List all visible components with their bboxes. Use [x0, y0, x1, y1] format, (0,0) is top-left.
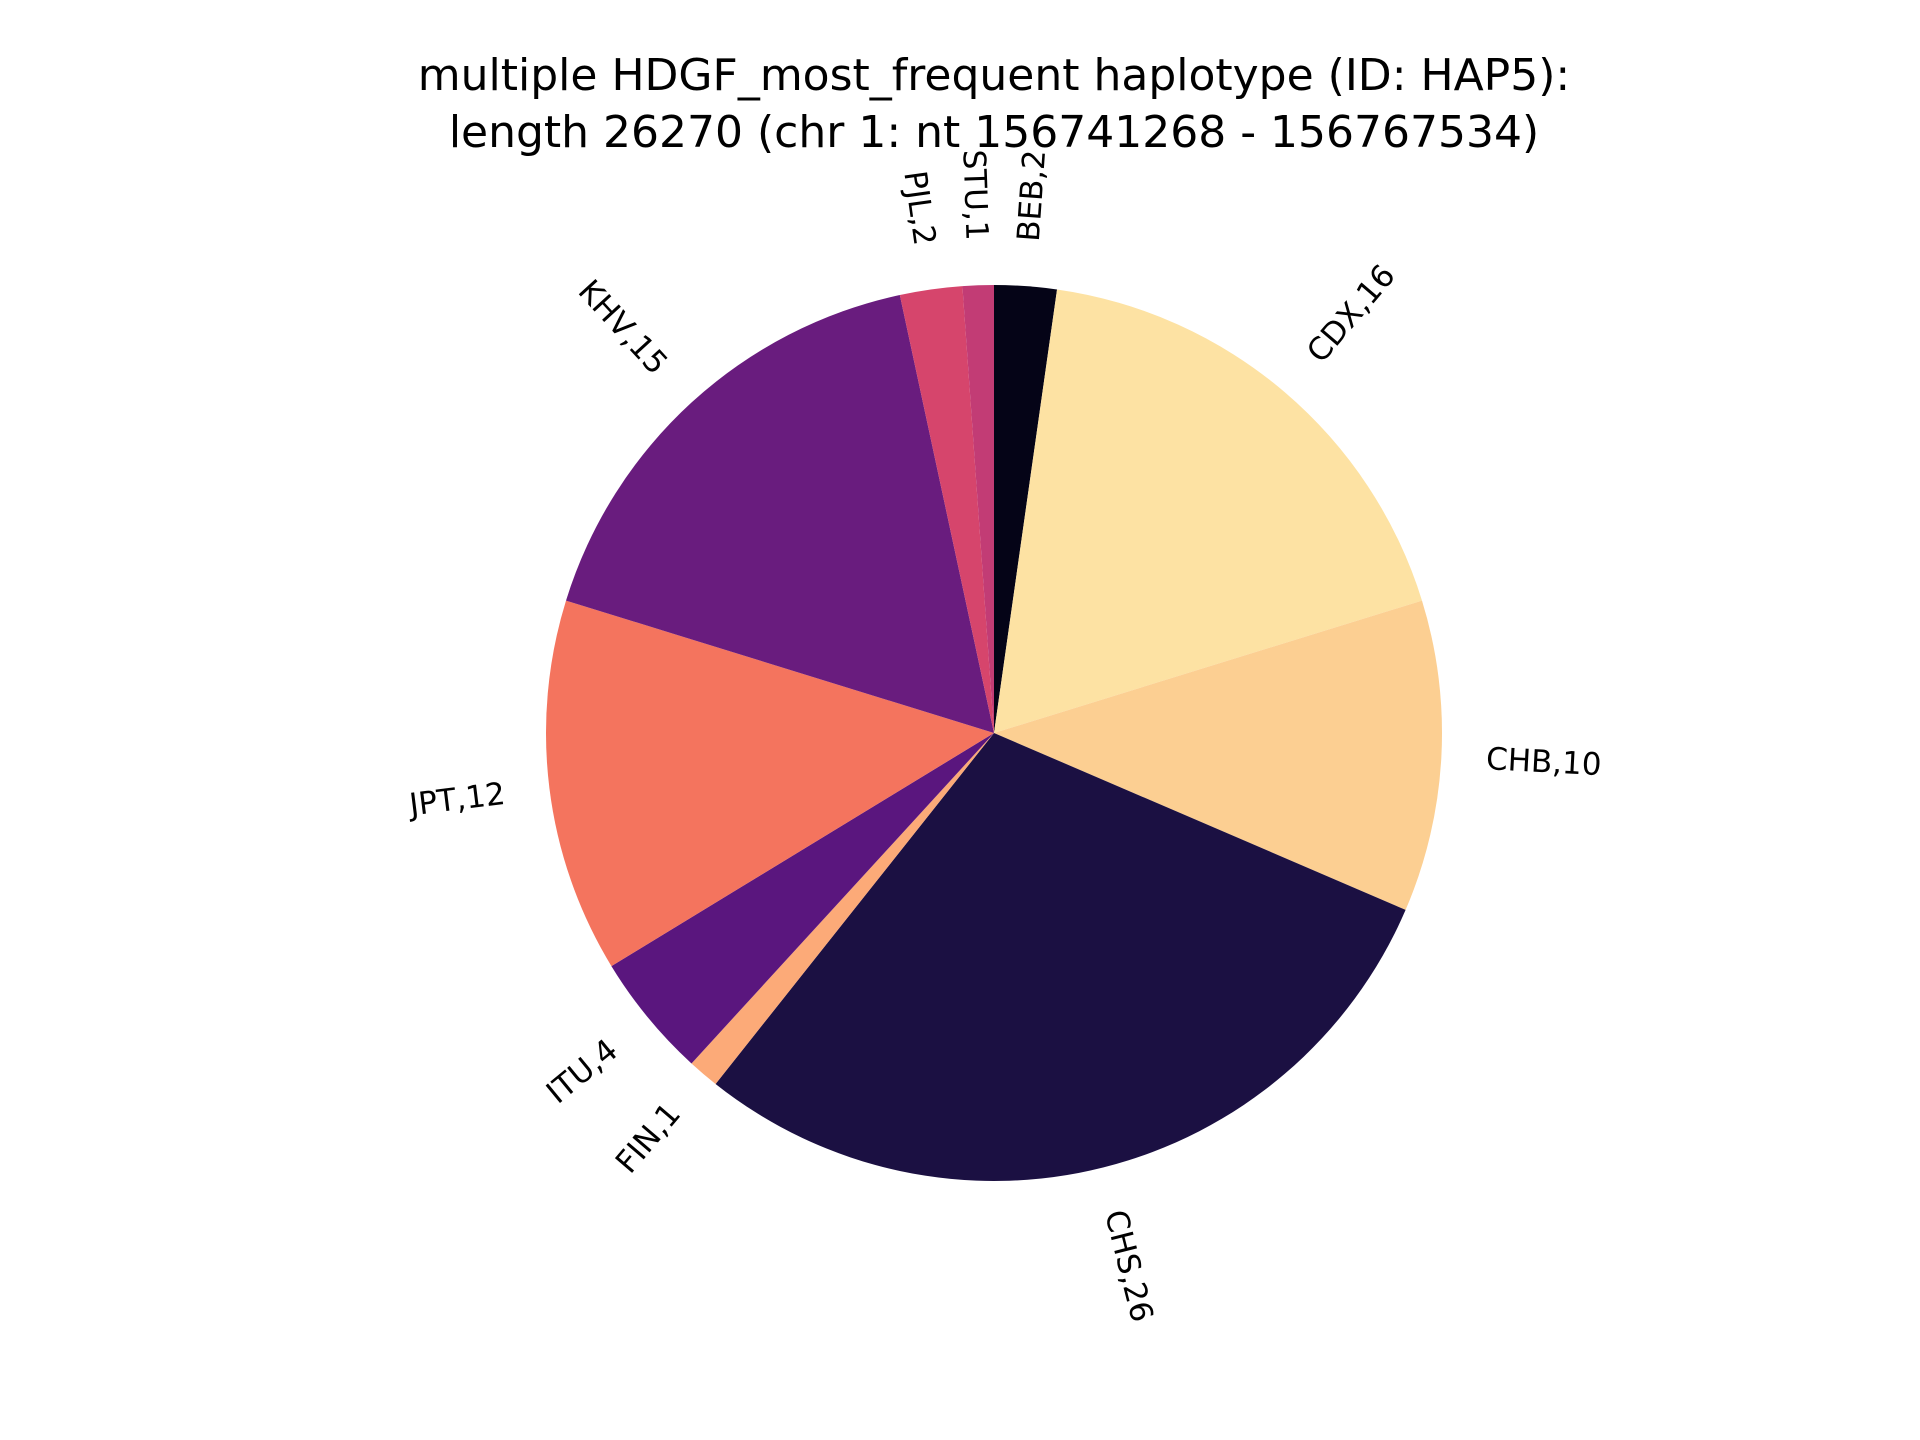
pie-slices	[546, 285, 1442, 1181]
pie-label-khv: KHV,15	[571, 273, 675, 382]
pie-label-beb: BEB,2	[1011, 149, 1053, 243]
pie-label-chs: CHS,26	[1097, 1206, 1160, 1325]
pie-label-chb: CHB,10	[1485, 741, 1602, 783]
pie-label-pjl: PJL,2	[896, 169, 942, 248]
pie-slice-khv	[566, 295, 994, 733]
pie-label-jpt: JPT,12	[405, 776, 507, 824]
pie-label-fin: FIN,1	[609, 1096, 688, 1180]
pie-slice-chb	[994, 600, 1442, 910]
pie-slice-fin	[691, 733, 994, 1084]
pie-slice-cdx	[994, 289, 1422, 733]
pie-label-stu: STU,1	[955, 149, 994, 241]
pie-slice-itu	[611, 733, 994, 1064]
chart-title-line-2: length 26270 (chr 1: nt 156741268 - 1567…	[449, 107, 1539, 158]
pie-slice-stu	[962, 285, 994, 733]
pie-slice-jpt	[546, 600, 994, 967]
chart-title-line-1: multiple HDGF_most_frequent haplotype (I…	[418, 50, 1570, 101]
pie-slice-beb	[994, 285, 1058, 733]
pie-label-itu: ITU,4	[540, 1032, 625, 1111]
pie-slice-chs	[715, 733, 1406, 1181]
pie-slice-pjl	[899, 286, 994, 733]
pie-label-cdx: CDX,16	[1300, 258, 1403, 370]
